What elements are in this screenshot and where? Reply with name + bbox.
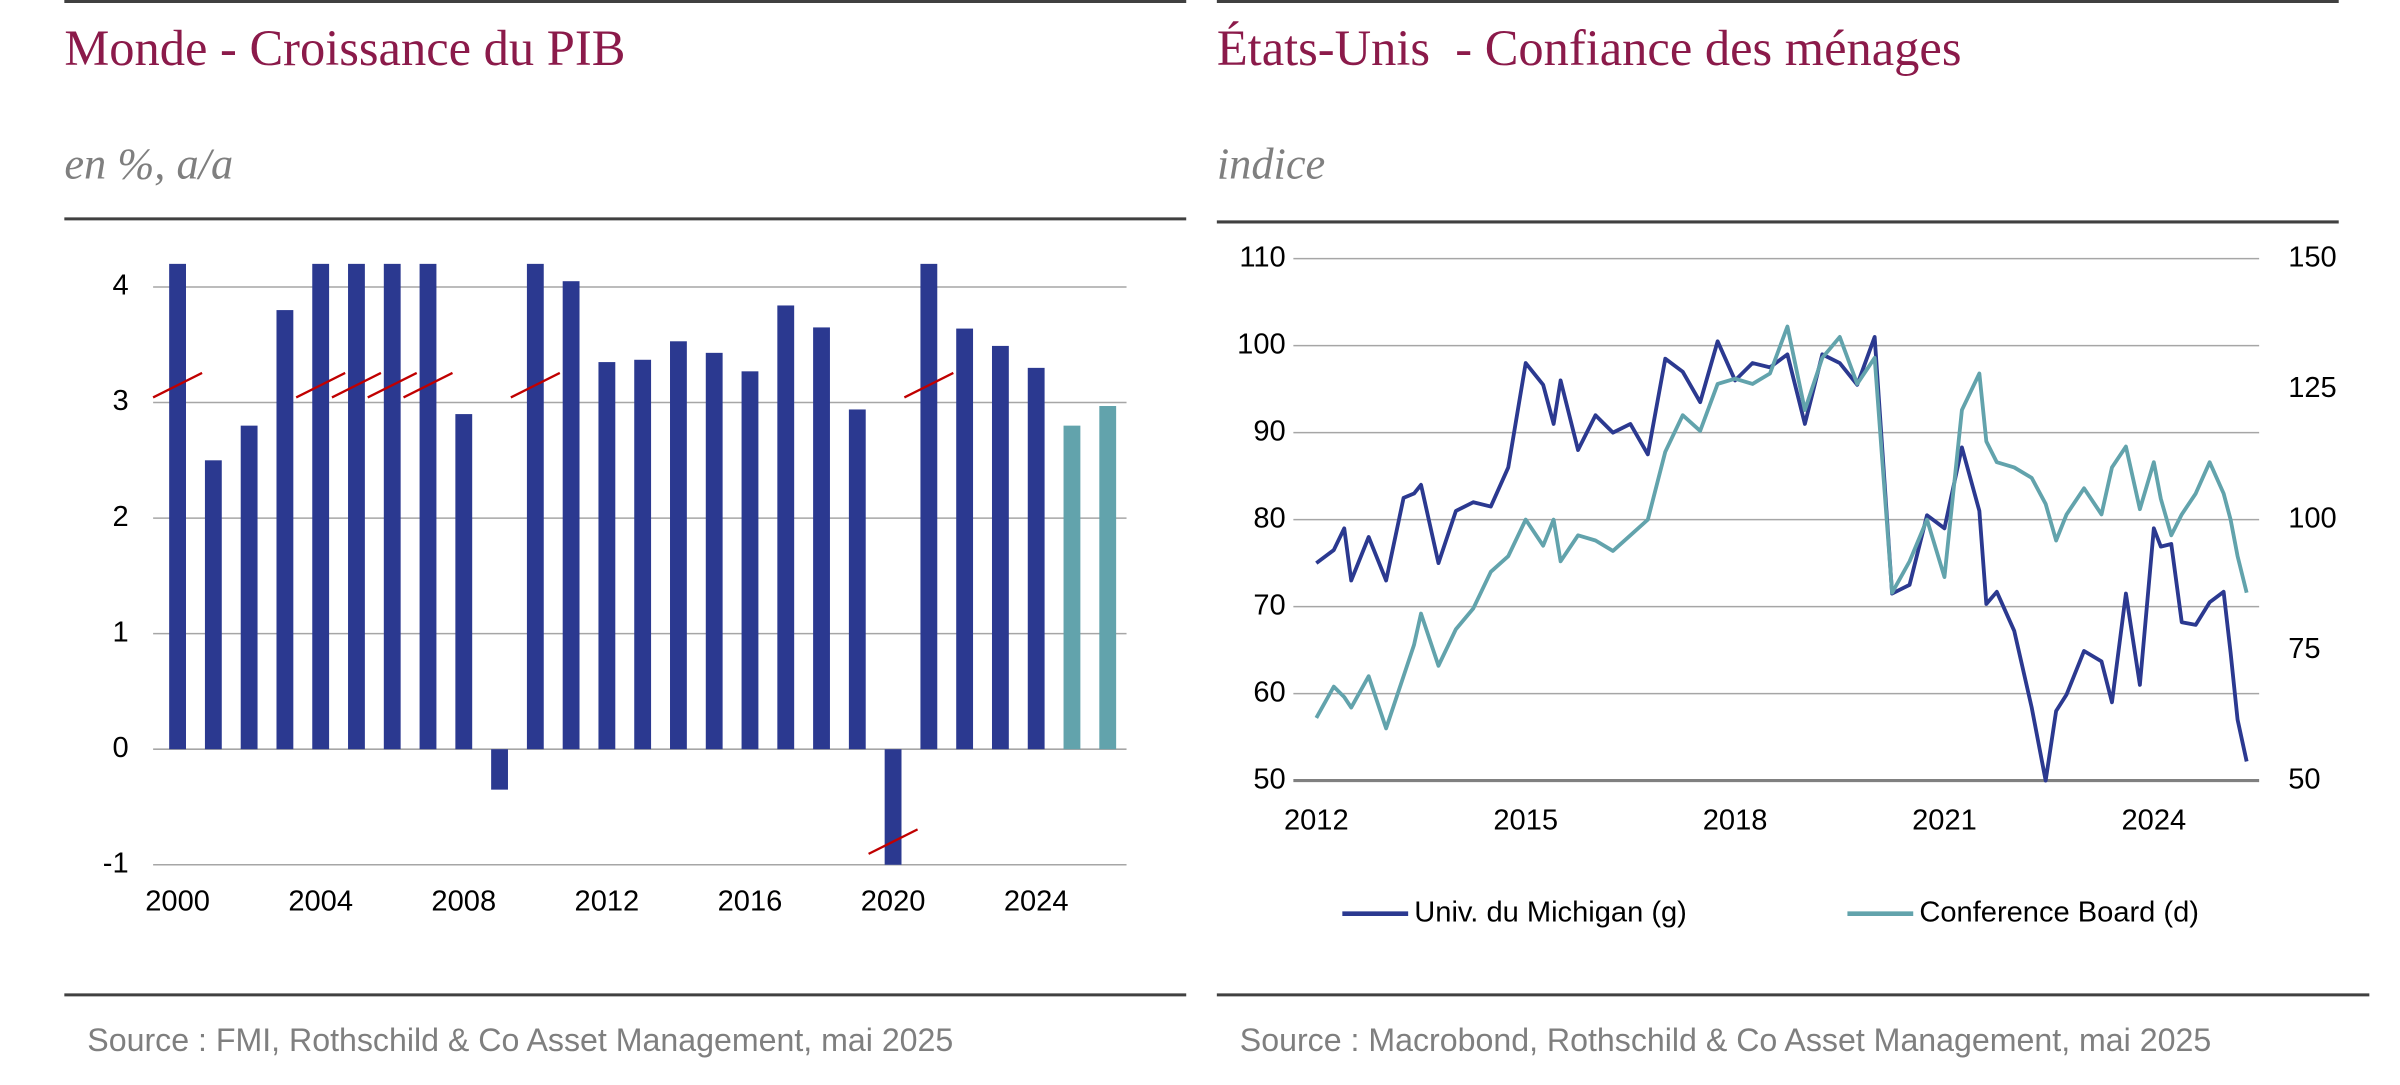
bar bbox=[848, 409, 866, 750]
bar bbox=[240, 425, 258, 750]
legend-label: Conference Board (d) bbox=[1919, 896, 2199, 928]
x-tick-label: 2016 bbox=[718, 886, 783, 918]
bar bbox=[419, 263, 437, 750]
bar bbox=[348, 263, 365, 750]
bar bbox=[562, 281, 580, 750]
x-tick-label: 2021 bbox=[1912, 805, 1977, 837]
bar bbox=[276, 310, 294, 750]
y2-tick-label: 50 bbox=[2288, 763, 2320, 795]
y-tick-label: 2 bbox=[112, 501, 128, 533]
bar bbox=[598, 362, 616, 750]
bar bbox=[956, 328, 974, 750]
axis-break bbox=[331, 371, 382, 399]
y-tick-label: 110 bbox=[1239, 241, 1285, 273]
bar bbox=[526, 263, 544, 750]
y-tick-label: 90 bbox=[1253, 415, 1285, 447]
x-tick-label: 2008 bbox=[431, 886, 496, 918]
bar bbox=[491, 749, 508, 790]
y-tick-label: 4 bbox=[112, 270, 128, 302]
bar bbox=[312, 263, 330, 750]
y-tick-label: 60 bbox=[1253, 676, 1285, 708]
bar bbox=[1099, 405, 1117, 750]
y-tick-label: 70 bbox=[1253, 589, 1285, 621]
bar bbox=[455, 414, 473, 750]
bar bbox=[169, 263, 186, 750]
y-tick-label: 80 bbox=[1253, 502, 1285, 534]
y-tick-label: 50 bbox=[1253, 763, 1285, 795]
bar bbox=[204, 460, 222, 750]
axis-break bbox=[152, 371, 203, 399]
source: Source : FMI, Rothschild & Co Asset Mana… bbox=[87, 1022, 953, 1058]
bar bbox=[741, 371, 759, 750]
x-tick-label: 2024 bbox=[1004, 886, 1069, 918]
axis-break bbox=[403, 371, 454, 399]
chart-subtitle: en %, a/a bbox=[64, 139, 233, 189]
bar bbox=[884, 749, 902, 865]
y2-tick-label: 150 bbox=[2288, 241, 2337, 273]
bar bbox=[777, 305, 795, 750]
x-tick-label: 2000 bbox=[145, 886, 210, 918]
x-tick-label: 2012 bbox=[575, 886, 640, 918]
y2-tick-label: 100 bbox=[2288, 502, 2337, 534]
bar bbox=[920, 263, 938, 750]
bar bbox=[1027, 367, 1045, 750]
legend-label: Univ. du Michigan (g) bbox=[1414, 896, 1687, 928]
y-tick-label: -1 bbox=[103, 847, 129, 879]
bar bbox=[705, 352, 723, 750]
bar bbox=[1063, 425, 1081, 750]
y-tick-label: 1 bbox=[112, 616, 128, 648]
bar bbox=[634, 359, 652, 750]
axis-break bbox=[868, 828, 919, 855]
y-tick-label: 0 bbox=[112, 732, 128, 764]
source: Source : Macrobond, Rothschild & Co Asse… bbox=[1240, 1022, 2211, 1058]
x-tick-label: 2020 bbox=[861, 886, 926, 918]
x-tick-label: 2024 bbox=[2121, 805, 2186, 837]
axis-break bbox=[367, 371, 418, 399]
bar bbox=[813, 327, 830, 750]
y-tick-label: 100 bbox=[1237, 328, 1286, 360]
chart-title: Monde - Croissance du PIB bbox=[64, 20, 625, 76]
y-tick-label: 3 bbox=[112, 385, 128, 417]
x-tick-label: 2015 bbox=[1493, 805, 1558, 837]
x-tick-label: 2018 bbox=[1703, 805, 1768, 837]
line-series bbox=[1314, 324, 2249, 731]
axis-break bbox=[903, 371, 954, 399]
line-series bbox=[1315, 335, 2249, 783]
axis-break bbox=[295, 371, 346, 399]
chart-title: États-Unis - Confiance des ménages bbox=[1217, 20, 1962, 76]
x-tick-label: 2004 bbox=[288, 886, 353, 918]
axis-break bbox=[510, 371, 561, 399]
y2-tick-label: 75 bbox=[2288, 633, 2320, 665]
bar bbox=[991, 345, 1009, 750]
bar bbox=[383, 263, 401, 750]
y2-tick-label: 125 bbox=[2288, 372, 2337, 404]
x-tick-label: 2012 bbox=[1284, 805, 1349, 837]
bar bbox=[670, 341, 687, 750]
chart-subtitle: indice bbox=[1217, 139, 1325, 189]
